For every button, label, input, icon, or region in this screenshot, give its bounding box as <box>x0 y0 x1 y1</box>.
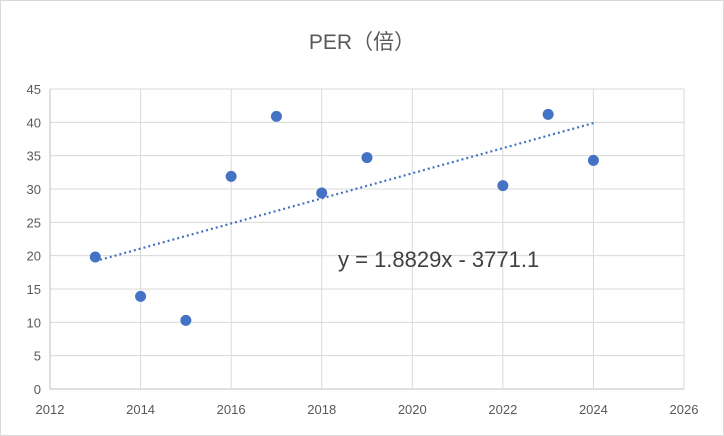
x-tick-label: 2018 <box>307 402 336 417</box>
data-point <box>497 180 509 192</box>
y-tick-label: 40 <box>27 115 41 130</box>
y-tick-label: 10 <box>27 315 41 330</box>
y-tick-label: 0 <box>34 382 41 397</box>
data-point <box>89 251 101 263</box>
y-tick-label: 25 <box>27 215 41 230</box>
y-tick-label: 20 <box>27 249 41 264</box>
data-point <box>225 170 237 182</box>
x-tick-label: 2012 <box>36 402 65 417</box>
data-point <box>180 314 192 326</box>
x-tick-label: 2026 <box>670 402 699 417</box>
x-axis-ticks: 2012 2014 2016 2018 2020 2022 2024 2026 <box>36 402 699 417</box>
x-tick-label: 2020 <box>398 402 427 417</box>
x-tick-label: 2024 <box>579 402 608 417</box>
x-tick-label: 2016 <box>217 402 246 417</box>
data-point <box>361 152 373 164</box>
grid <box>49 88 685 390</box>
data-point <box>542 108 554 120</box>
y-tick-label: 35 <box>27 149 41 164</box>
y-tick-label: 30 <box>27 182 41 197</box>
x-tick-label: 2014 <box>126 402 155 417</box>
x-tick-label: 2022 <box>488 402 517 417</box>
data-point <box>587 154 599 166</box>
data-points <box>89 108 599 326</box>
data-point <box>316 187 328 199</box>
data-point <box>270 110 282 122</box>
trendline-equation: y = 1.8829x - 3771.1 <box>338 247 539 272</box>
chart-title: PER（倍） <box>309 31 415 54</box>
trendline <box>94 122 594 263</box>
y-tick-label: 15 <box>27 282 41 297</box>
y-tick-label: 5 <box>34 349 41 364</box>
y-axis-ticks: 0 5 10 15 20 25 30 35 40 45 <box>27 82 41 397</box>
y-tick-label: 45 <box>27 82 41 97</box>
data-point <box>135 290 147 302</box>
